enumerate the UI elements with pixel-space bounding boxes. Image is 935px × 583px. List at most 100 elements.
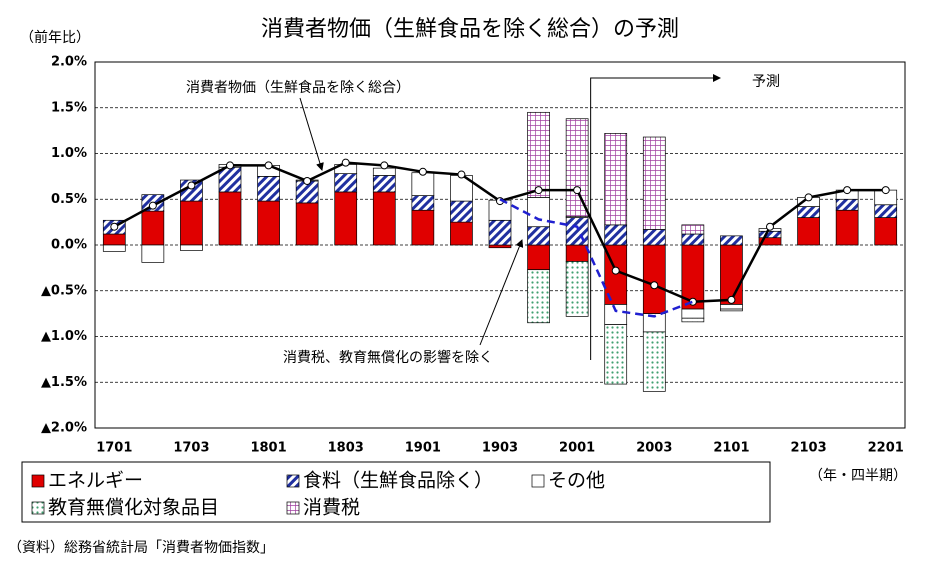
line-annotation: 消費者物価（生鮮食品を除く総合） <box>186 79 410 96</box>
bar-segment <box>642 229 666 246</box>
bar-segment <box>642 244 666 314</box>
line-point <box>303 176 312 185</box>
legend-swatch <box>286 501 300 515</box>
bar-segment <box>604 304 628 325</box>
annotation-arrow <box>479 239 524 346</box>
y-tick-label: ▲2.0% <box>41 421 87 436</box>
line-point <box>187 181 196 190</box>
bar-segment <box>411 172 435 196</box>
legend-swatch <box>31 474 45 488</box>
bar-segment <box>257 176 280 202</box>
bar-segment <box>372 175 396 193</box>
x-tick-label: 1803 <box>328 441 364 456</box>
bar-segment <box>681 224 705 235</box>
bar-segment <box>642 331 666 392</box>
line-point <box>110 222 119 231</box>
bar-segment <box>411 209 435 246</box>
line-annotation: 消費税、教育無償化の影響を除く <box>283 349 493 366</box>
legend-label: 食料（生鮮食品除く） <box>303 470 493 492</box>
bar-segment <box>334 173 358 193</box>
legend-label: 消費税 <box>303 497 360 519</box>
bar-segment <box>450 200 473 223</box>
line-point <box>573 186 582 195</box>
source: （資料）総務省統計局「消費者物価指数」 <box>8 540 274 556</box>
bar-segment <box>835 198 859 211</box>
y-tick-label: 0.5% <box>51 192 87 207</box>
x-tick-label: 2103 <box>790 441 826 456</box>
bar-segment <box>604 133 628 226</box>
bar-segment <box>874 204 898 218</box>
x-tick-label: 1901 <box>405 441 441 456</box>
line-point <box>457 170 466 179</box>
legend-label: その他 <box>548 470 605 492</box>
bar-segment <box>565 118 589 217</box>
bar-segment <box>527 244 550 271</box>
x-tick-label: 2201 <box>868 441 904 456</box>
bar-segment <box>758 230 782 239</box>
bar-segment <box>604 324 628 385</box>
bar-segment <box>681 308 705 319</box>
line-point <box>264 161 273 170</box>
y-tick-label: 0.0% <box>51 238 87 253</box>
line-point <box>650 281 659 290</box>
bar-segment <box>488 244 512 249</box>
line-point <box>611 266 620 275</box>
bar-segment <box>180 244 203 251</box>
bar-segment <box>720 304 743 310</box>
line-point <box>881 186 890 195</box>
y-tick-label: 2.0% <box>51 55 87 70</box>
y-tick-label: ▲1.0% <box>41 329 87 344</box>
bar-segment <box>720 308 743 312</box>
legend-swatch <box>531 474 545 488</box>
bar-segment <box>372 191 396 246</box>
bar-segment <box>141 210 165 246</box>
bar-segment <box>720 235 743 246</box>
bar-segment <box>102 244 126 252</box>
bar-segment <box>681 233 705 246</box>
bar-segment <box>450 221 473 246</box>
y-tick-label: 1.5% <box>51 100 87 115</box>
line-point <box>766 222 774 231</box>
bar-segment <box>488 219 512 246</box>
bar-segment <box>411 195 435 211</box>
bar-segment <box>180 200 203 246</box>
bar-segment <box>102 233 126 246</box>
bar-segment <box>218 166 242 193</box>
legend-swatch <box>286 474 300 488</box>
line-point <box>727 295 736 304</box>
line-point <box>804 193 813 202</box>
y-tick-label: ▲1.5% <box>41 375 87 390</box>
bar-segment <box>257 200 280 246</box>
line <box>499 198 694 318</box>
legend-box <box>21 461 771 523</box>
x-tick-label: 2001 <box>559 441 595 456</box>
line-point <box>341 158 350 167</box>
legend-label: 教育無償化対象品目 <box>48 497 219 519</box>
x-axis-label: （年・四半期） <box>809 468 907 484</box>
forecast-line <box>590 74 721 360</box>
y-tick-label: 1.0% <box>51 146 87 161</box>
bar-segment <box>527 197 550 228</box>
x-tick-label: 2101 <box>713 441 749 456</box>
y-tick-label: ▲0.5% <box>41 283 87 298</box>
bar-segment <box>527 269 550 324</box>
bar-segment <box>681 317 705 323</box>
x-tick-label: 1703 <box>173 441 209 456</box>
annotation-arrow <box>299 97 324 171</box>
bar-segment <box>874 217 898 246</box>
bar-segment <box>527 111 550 198</box>
bar-segment <box>642 136 666 230</box>
bar-segment <box>720 244 743 305</box>
bar-segment <box>218 191 242 246</box>
forecast-label: 予測 <box>752 74 780 90</box>
x-tick-label: 1801 <box>250 441 286 456</box>
bar-segment <box>835 209 859 246</box>
bar-segment <box>141 244 165 263</box>
chart-title: 消費者物価（生鮮食品を除く総合）の予測 <box>261 17 679 42</box>
line-point <box>418 167 427 176</box>
bar-segment <box>565 244 589 262</box>
legend-swatch <box>31 501 45 515</box>
x-tick-label: 2003 <box>636 441 672 456</box>
legend-label: エネルギー <box>48 470 143 492</box>
